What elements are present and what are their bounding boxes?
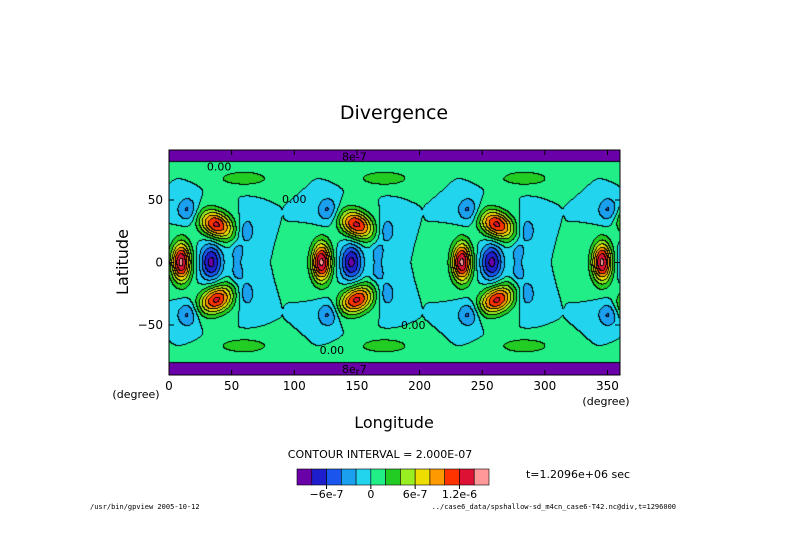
y-tick-label: 50: [148, 193, 163, 207]
y-unit-label: (degree): [112, 388, 159, 401]
x-axis: 0 50 100 150 200 250 300 350: [165, 150, 619, 393]
colorbar-cell: [296, 468, 313, 486]
y-axis-label: Latitude: [113, 229, 132, 295]
colorbar-tick-labels: −6e-7 0 6e-7 1.2e-6: [310, 485, 477, 501]
colorbar-cell: [326, 468, 342, 486]
colorbar-cell: [400, 468, 416, 486]
contour-label: 8e-7: [342, 150, 367, 163]
x-axis-label: Longitude: [354, 413, 434, 432]
divergence-field: [169, 150, 620, 375]
contour-label: 0.00: [320, 344, 345, 357]
x-tick-label: 350: [596, 379, 619, 393]
x-tick-label: 200: [408, 379, 431, 393]
footer-left: /usr/bin/gpview 2005-10-12: [90, 503, 200, 511]
x-tick-label: 300: [533, 379, 556, 393]
contour-label: 0.00: [207, 160, 232, 173]
colorbar-cell: [429, 468, 445, 486]
contour-label: 8e-7: [342, 363, 367, 376]
contour-label: 0.00: [401, 319, 426, 332]
colorbar-tick-label: −6e-7: [310, 488, 344, 501]
y-axis: 50 0 −50: [138, 193, 620, 332]
x-tick-label: 150: [345, 379, 368, 393]
colorbar-tick-label: 1.2e-6: [442, 488, 477, 501]
x-tick-label: 0: [165, 379, 173, 393]
footer-right: ../case6_data/spshallow-sd_m4cn_case6-T4…: [432, 503, 676, 511]
x-tick-label: 50: [224, 379, 239, 393]
colorbar-cell: [459, 468, 475, 486]
colorbar-cell: [444, 468, 460, 486]
time-label: t=1.2096e+06 sec: [526, 468, 630, 481]
contour-interval-text: CONTOUR INTERVAL = 2.000E-07: [288, 448, 472, 461]
plot-area: 0.00 0.00 0.00 0.00 8e-7 8e-7: [168, 149, 621, 376]
colorbar-cell: [385, 468, 401, 486]
colorbar-cell: [370, 468, 386, 486]
colorbar-cell: [414, 468, 431, 486]
contour-labels: 0.00 0.00 0.00 0.00 8e-7 8e-7: [207, 150, 426, 376]
colorbar-cell: [341, 468, 357, 486]
contour-label: 0.00: [282, 193, 307, 206]
x-tick-label: 250: [471, 379, 494, 393]
colorbar-cell: [473, 468, 490, 486]
x-unit-label: (degree): [582, 395, 629, 408]
x-tick-label: 100: [283, 379, 306, 393]
colorbar-cell: [355, 468, 372, 486]
colorbar: [296, 468, 490, 486]
y-tick-label: 0: [155, 256, 163, 270]
colorbar-cell: [311, 468, 327, 486]
colorbar-tick-label: 6e-7: [403, 488, 428, 501]
chart-title: Divergence: [340, 102, 448, 124]
y-tick-label: −50: [138, 318, 163, 332]
colorbar-tick-label: 0: [367, 488, 374, 501]
